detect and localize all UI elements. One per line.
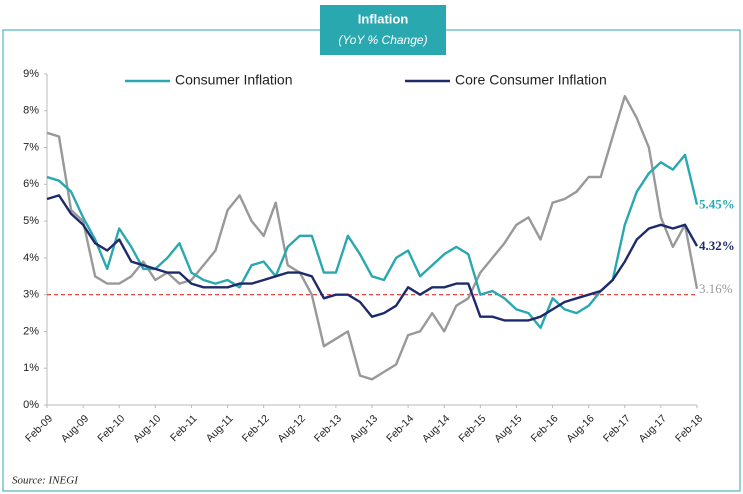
chart-subtitle: (YoY % Change) [338,33,427,47]
legend-label: Consumer Inflation [175,72,293,88]
y-tick-label: 5% [23,215,39,227]
series-line [46,94,699,381]
title-box [320,5,446,55]
y-tick-label: 1% [23,362,39,374]
y-tick-label: 0% [23,399,39,411]
source: Source: INEGI [12,475,79,487]
data-label: 5.45% [699,197,735,212]
y-tick-label: 9% [23,68,39,80]
y-tick-label: 4% [23,252,39,264]
y-tick-label: 2% [23,325,39,337]
legend-label: Core Consumer Inflation [455,72,607,88]
y-tick-label: 8% [23,105,39,117]
y-tick-label: 3% [23,289,39,301]
data-label: 3.16% [699,281,733,296]
y-tick-label: 7% [23,141,39,153]
data-label: 4.32% [699,238,735,253]
y-tick-label: 6% [23,178,39,190]
chart-title: Inflation [358,11,409,26]
series-line [46,194,699,322]
